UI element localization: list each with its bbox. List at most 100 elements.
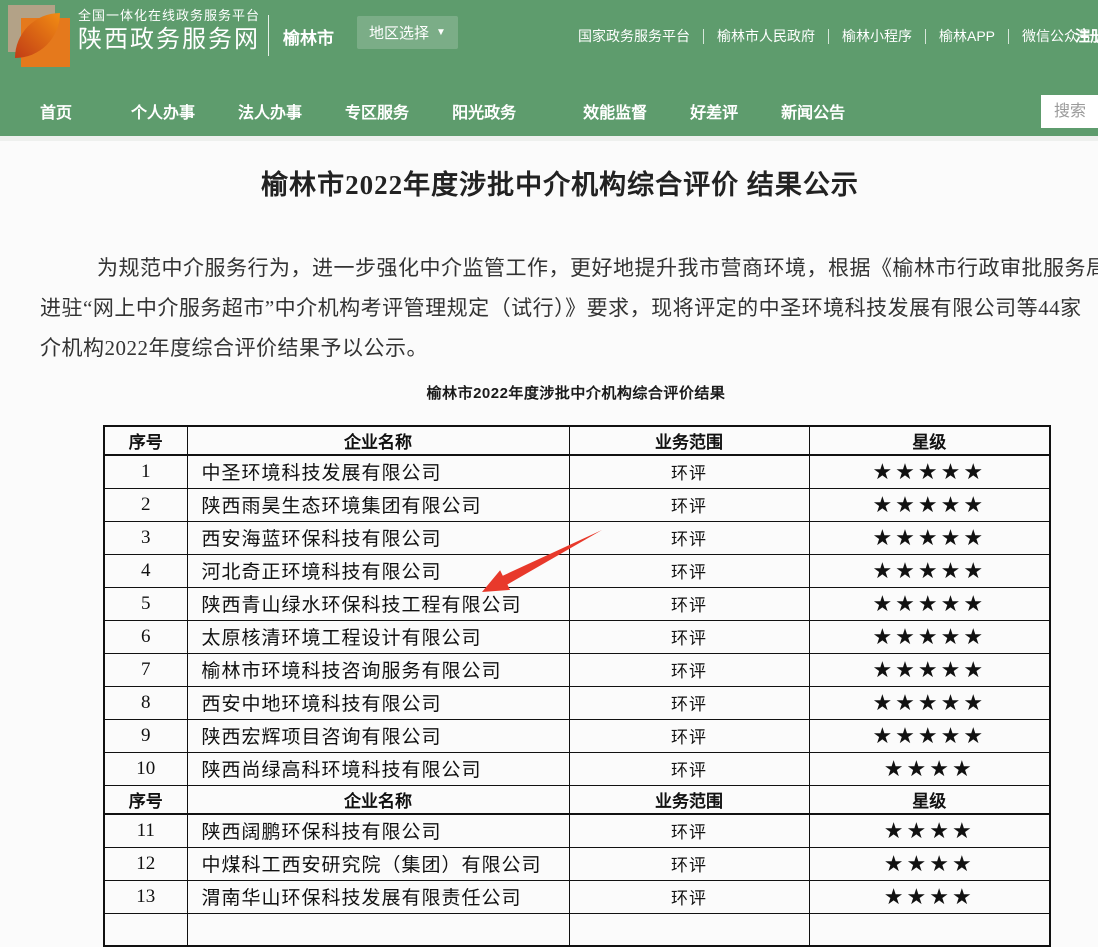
table-row: 4 河北奇正环境科技有限公司 环评 ★★★★★ (103, 553, 1051, 588)
table-row: 7 榆林市环境科技咨询服务有限公司 环评 ★★★★★ (103, 652, 1051, 687)
top-link[interactable]: 榆林小程序 (842, 28, 912, 44)
company-name: 陕西宏辉项目咨询有限公司 (186, 718, 570, 753)
register-link[interactable]: 注册 (1075, 28, 1098, 45)
empty-cell (186, 912, 570, 947)
nav-item[interactable]: 新闻公告 (781, 105, 846, 122)
nav-item[interactable]: 好差评 (690, 105, 739, 122)
search-box (1041, 95, 1098, 128)
business-scope: 环评 (568, 586, 810, 621)
business-scope: 环评 (568, 454, 810, 489)
star-rating: ★★★★★ (808, 553, 1051, 588)
company-name: 陕西雨昊生态环境集团有限公司 (186, 487, 570, 522)
table-row: 11 陕西阔鹏环保科技有限公司 环评 ★★★★ (103, 813, 1051, 848)
star-rating: ★★★★★ (808, 520, 1051, 555)
table-row: 13 渭南华山环保科技发展有限责任公司 环评 ★★★★ (103, 879, 1051, 914)
notice-paragraph: 为规范中介服务行为，进一步强化中介监管工作，更好地提升我市营商环境，根据《榆林市… (40, 248, 1098, 368)
row-number: 6 (103, 619, 188, 654)
table-row-partial (103, 912, 1051, 947)
business-scope: 环评 (568, 718, 810, 753)
results-table-wrap: 榆林市2022年度涉批中介机构综合评价结果 序号 企业名称 业务范围 星级 1 中圣环境科… (103, 382, 1051, 947)
business-scope: 环评 (568, 813, 810, 848)
empty-cell (103, 912, 188, 947)
top-link[interactable]: 微信公众号 (1022, 28, 1093, 44)
top-links: 国家政务服务平台 榆林市人民政府 榆林小程序 榆林APP 微信公众号 (578, 26, 1092, 46)
link-separator (703, 28, 704, 44)
row-number: 11 (103, 813, 188, 848)
link-separator (1008, 28, 1010, 44)
business-scope: 环评 (568, 553, 810, 588)
column-header: 序号 (103, 784, 188, 815)
table-caption: 榆林市2022年度涉批中介机构综合评价结果 (426, 385, 726, 402)
star-rating: ★★★★ (808, 751, 1051, 786)
business-scope: 环评 (568, 846, 810, 881)
search-input[interactable] (1041, 95, 1098, 128)
empty-cell (808, 912, 1051, 947)
header-divider (268, 15, 269, 56)
table-row: 8 西安中地环境科技有限公司 环评 ★★★★★ (103, 685, 1051, 720)
column-header: 星级 (808, 784, 1051, 815)
empty-cell (568, 912, 810, 947)
nav-item[interactable]: 法人办事 (238, 105, 303, 122)
company-name: 河北奇正环境科技有限公司 (186, 553, 570, 588)
company-name: 太原核清环境工程设计有限公司 (186, 619, 570, 654)
row-number: 13 (103, 879, 188, 914)
page-title: 榆林市2022年度涉批中介机构综合评价 结果公示 (261, 170, 859, 200)
row-number: 2 (103, 487, 188, 522)
row-number: 12 (103, 846, 188, 881)
nav-item[interactable]: 首页 (40, 105, 73, 122)
nav-item[interactable]: 个人办事 (131, 105, 196, 122)
company-name: 陕西阔鹏环保科技有限公司 (186, 813, 570, 848)
company-name: 中圣环境科技发展有限公司 (186, 454, 570, 489)
top-link[interactable]: 榆林市人民政府 (717, 28, 815, 44)
paragraph-line: 为规范中介服务行为，进一步强化中介监管工作，更好地提升我市营商环境，根据《榆林市… (97, 256, 1098, 280)
row-number: 1 (103, 454, 188, 489)
nav-item[interactable]: 效能监督 (583, 105, 648, 122)
row-number: 4 (103, 553, 188, 588)
table-row: 6 太原核清环境工程设计有限公司 环评 ★★★★★ (103, 619, 1051, 654)
current-city: 榆林市 (283, 29, 334, 48)
nav-item[interactable]: 阳光政务 (452, 105, 517, 122)
table-row: 12 中煤科工西安研究院（集团）有限公司 环评 ★★★★ (103, 846, 1051, 881)
business-scope: 环评 (568, 520, 810, 555)
company-name: 陕西青山绿水环保科技工程有限公司 (186, 586, 570, 621)
link-separator (925, 28, 926, 44)
star-rating: ★★★★★ (808, 685, 1051, 720)
top-link[interactable]: 国家政务服务平台 (578, 28, 690, 44)
table-row: 5 陕西青山绿水环保科技工程有限公司 环评 ★★★★★ (103, 586, 1051, 621)
chevron-down-icon: ▼ (436, 26, 446, 38)
star-rating: ★★★★★ (808, 487, 1051, 522)
column-header: 业务范围 (568, 784, 810, 815)
column-header: 业务范围 (568, 425, 810, 456)
platform-tagline: 全国一体化在线政务服务平台 (78, 8, 261, 23)
link-separator (828, 28, 829, 44)
star-rating: ★★★★★ (808, 586, 1051, 621)
star-rating: ★★★★★ (808, 454, 1051, 489)
company-name: 西安海蓝环保科技有限公司 (186, 520, 570, 555)
row-number: 3 (103, 520, 188, 555)
paragraph-line: 进驻“网上中介服务超市”中介机构考评管理规定（试行）》要求，现将评定的中圣环境科… (40, 296, 1082, 320)
logo-text: 全国一体化在线政务服务平台 陕西政务服务网 (78, 9, 260, 52)
business-scope: 环评 (568, 685, 810, 720)
column-header: 企业名称 (186, 425, 570, 456)
row-number: 7 (103, 652, 188, 687)
site-name: 陕西政务服务网 (78, 26, 260, 53)
table-header-row: 序号 企业名称 业务范围 星级 (103, 425, 1051, 456)
region-selector-button[interactable]: 地区选择 ▼ (357, 16, 458, 49)
business-scope: 环评 (568, 619, 810, 654)
top-link[interactable]: 榆林APP (939, 28, 996, 44)
star-rating: ★★★★ (808, 813, 1051, 848)
star-rating: ★★★★ (808, 846, 1051, 881)
table-body: 序号 企业名称 业务范围 星级 1 中圣环境科技发展有限公司 环评 ★★★★★ 2 陕西雨昊生态环… (103, 425, 1051, 947)
star-rating: ★★★★★ (808, 718, 1051, 753)
table-row: 10 陕西尚绿高科环境科技有限公司 环评 ★★★★ (103, 751, 1051, 786)
nav-item[interactable]: 专区服务 (345, 105, 410, 122)
column-header: 企业名称 (186, 784, 570, 815)
business-scope: 环评 (568, 487, 810, 522)
notice-document: 榆林市2022年度涉批中介机构综合评价 结果公示 为规范中介服务行为，进一步强化… (0, 141, 1098, 947)
table-header-row: 序号 企业名称 业务范围 星级 (103, 784, 1051, 815)
column-header: 序号 (103, 425, 188, 456)
evaluation-results-table: 序号 企业名称 业务范围 星级 1 中圣环境科技发展有限公司 环评 ★★★★★ 2 陕西雨昊生态环… (103, 425, 1051, 947)
business-scope: 环评 (568, 652, 810, 687)
company-name: 渭南华山环保科技发展有限责任公司 (186, 879, 570, 914)
row-number: 5 (103, 586, 188, 621)
